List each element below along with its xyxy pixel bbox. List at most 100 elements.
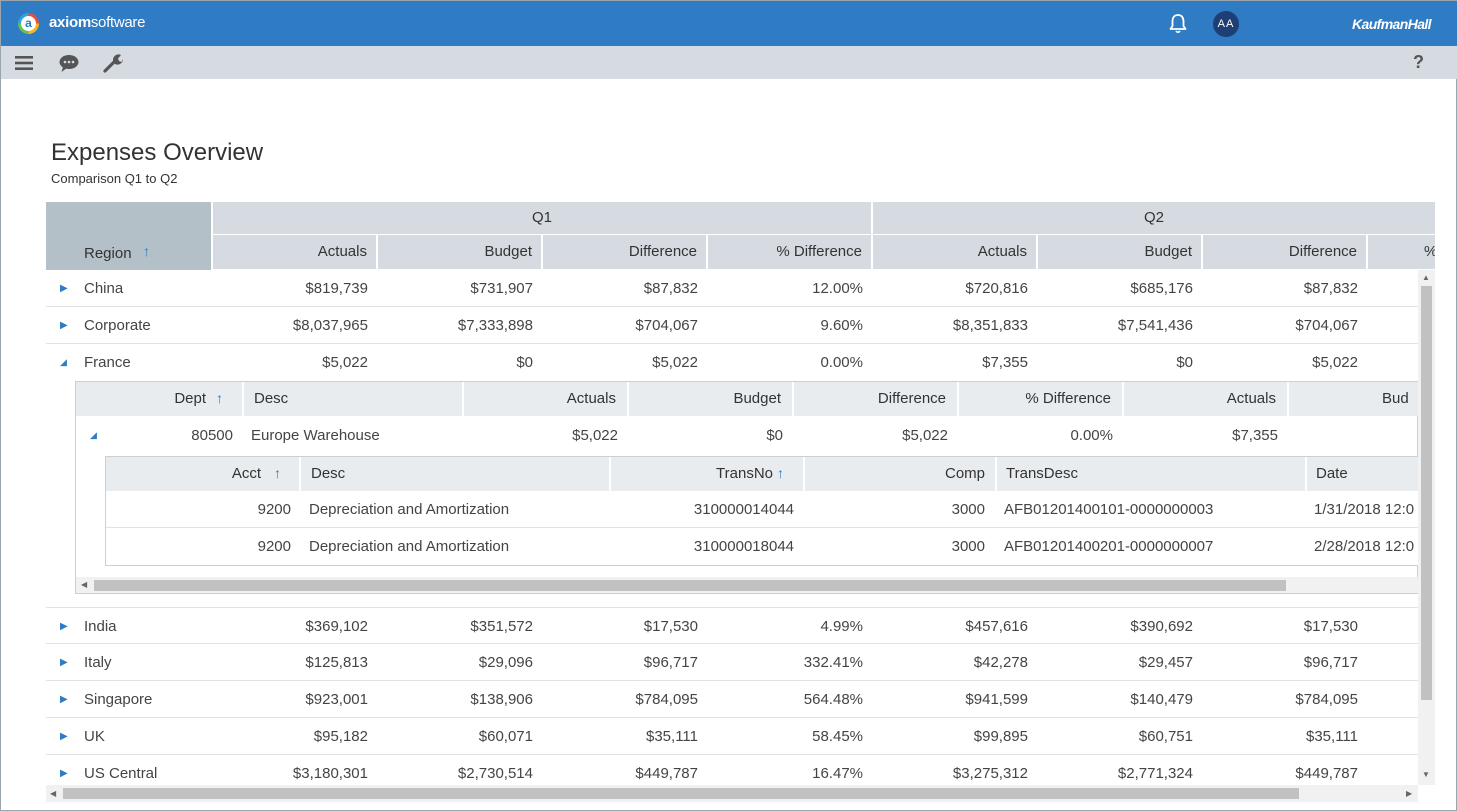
table-row[interactable]: ▶ UK $95,182 $60,071 $35,111 58.45% $99,… — [46, 718, 1418, 755]
sort-ascending-icon: ↑ — [216, 390, 223, 406]
col-header-q2-actuals[interactable]: Actuals — [871, 235, 1036, 269]
acct-desc: Depreciation and Amortization — [309, 501, 510, 518]
col-header-q1-budget[interactable]: Budget — [376, 235, 541, 269]
region-name: UK — [84, 728, 105, 745]
col-header-q1-difference[interactable]: Difference — [541, 235, 706, 269]
actuals-col-header[interactable]: Actuals — [462, 382, 625, 416]
scrollbar-thumb[interactable] — [1421, 286, 1432, 700]
budget-col-header[interactable]: Budget — [627, 382, 790, 416]
menu-icon[interactable] — [13, 52, 35, 74]
expand-icon[interactable]: ▶ — [60, 621, 68, 632]
scroll-up-icon[interactable]: ▲ — [1422, 273, 1430, 282]
expand-icon[interactable]: ▶ — [60, 657, 68, 668]
table-row-expanded[interactable]: ◢ France $5,022 $0 $5,022 0.00% $7,355 $… — [46, 344, 1418, 381]
horizontal-scrollbar[interactable]: ◀ ▶ — [46, 785, 1418, 802]
cell: $140,479 — [1130, 691, 1193, 708]
scroll-down-icon[interactable]: ▼ — [1422, 770, 1430, 779]
cell: $8,351,833 — [952, 317, 1028, 334]
scroll-left-icon[interactable]: ◀ — [81, 580, 88, 589]
cell: $784,095 — [1295, 691, 1358, 708]
expand-icon[interactable]: ▶ — [60, 731, 68, 742]
cell: $42,278 — [973, 654, 1028, 671]
cell: $87,832 — [1303, 280, 1358, 297]
cell: $449,787 — [1295, 765, 1358, 782]
chat-icon[interactable] — [58, 52, 80, 74]
budget-q2-col-header[interactable]: Bud — [1287, 382, 1419, 416]
col-header-q2-pct-difference[interactable]: % — [1366, 235, 1435, 269]
cell: $369,102 — [305, 618, 368, 635]
cell: $17,530 — [643, 618, 698, 635]
dept-horizontal-scrollbar[interactable]: ◀ — [76, 577, 1419, 593]
cell: $390,692 — [1130, 618, 1193, 635]
collapse-icon[interactable]: ◢ — [60, 357, 67, 367]
app-logo-text: axiomsoftware — [49, 14, 146, 31]
region-header-label: Region — [84, 245, 132, 262]
scrollbar-thumb[interactable] — [94, 580, 1286, 591]
user-avatar[interactable]: AA — [1213, 11, 1239, 37]
cell: $60,751 — [1138, 728, 1193, 745]
col-header-q2-difference[interactable]: Difference — [1201, 235, 1366, 269]
scrollbar-thumb[interactable] — [63, 788, 1299, 799]
cell: $96,717 — [643, 654, 698, 671]
difference-col-header[interactable]: Difference — [792, 382, 955, 416]
bell-icon[interactable] — [1166, 12, 1190, 36]
expand-icon[interactable]: ▶ — [60, 320, 68, 331]
actuals-q2-col-header[interactable]: Actuals — [1122, 382, 1285, 416]
page-title: Expenses Overview — [51, 139, 264, 166]
table-row[interactable]: ▶ Italy $125,813 $29,096 $96,717 332.41%… — [46, 644, 1418, 681]
expand-icon[interactable]: ▶ — [60, 694, 68, 705]
cell: $3,180,301 — [292, 765, 368, 782]
cell: $29,457 — [1138, 654, 1193, 671]
cell: $87,832 — [643, 280, 698, 297]
sort-ascending-icon: ↑ — [143, 243, 150, 259]
cell: $704,067 — [635, 317, 698, 334]
col-header-q2-budget[interactable]: Budget — [1036, 235, 1201, 269]
pct-difference-col-header[interactable]: % Difference — [957, 382, 1120, 416]
cell: $7,355 — [982, 354, 1028, 371]
acct-row[interactable] — [106, 491, 1420, 528]
collapse-icon[interactable]: ◢ — [90, 430, 97, 440]
cell: 0.00% — [1070, 427, 1113, 444]
cell: $2,730,514 — [457, 765, 533, 782]
comp-col-header[interactable]: Comp — [803, 457, 993, 491]
table-row[interactable]: ▶ China $819,739 $731,907 $87,832 12.00%… — [46, 270, 1418, 307]
wrench-icon[interactable] — [102, 52, 124, 74]
region-header[interactable]: Region ↑ — [46, 202, 211, 270]
help-button[interactable]: ? — [1413, 52, 1424, 72]
acct-col-header[interactable]: Acct — [106, 457, 297, 491]
dept-col-header[interactable]: Dept — [76, 382, 236, 416]
cell: $7,355 — [1232, 427, 1278, 444]
table-row[interactable]: ▶ Corporate $8,037,965 $7,333,898 $704,0… — [46, 307, 1418, 344]
transdesc-col-header[interactable]: TransDesc — [995, 457, 1303, 491]
scroll-left-icon[interactable]: ◀ — [50, 789, 57, 798]
expand-icon[interactable]: ▶ — [60, 768, 68, 779]
group-header-q1: Q1 — [213, 202, 871, 234]
cell: $125,813 — [305, 654, 368, 671]
cell: 9.60% — [820, 317, 863, 334]
transdesc: AFB01201400201-0000000007 — [1004, 538, 1214, 555]
col-header-q1-actuals[interactable]: Actuals — [211, 235, 376, 269]
transno-col-header[interactable]: TransNo — [609, 457, 801, 491]
desc-col-header[interactable]: Desc — [299, 457, 607, 491]
table-row[interactable]: ▶ Singapore $923,001 $138,906 $784,095 5… — [46, 681, 1418, 718]
cell: $3,275,312 — [952, 765, 1028, 782]
region-name: India — [84, 618, 117, 635]
date: 2/28/2018 12:0 — [1314, 538, 1415, 555]
col-header-q1-pct-difference[interactable]: % Difference — [706, 235, 871, 269]
table-row[interactable]: ▶ India $369,102 $351,572 $17,530 4.99% … — [46, 607, 1418, 644]
cell: $2,771,324 — [1117, 765, 1193, 782]
cell: $7,333,898 — [457, 317, 533, 334]
vertical-scrollbar[interactable]: ▲ ▼ — [1418, 270, 1435, 785]
cell: $351,572 — [470, 618, 533, 635]
header-divider — [871, 202, 873, 234]
scroll-right-icon[interactable]: ▶ — [1406, 789, 1413, 798]
expand-icon[interactable]: ▶ — [60, 283, 68, 294]
region-name: France — [84, 354, 131, 371]
dept-desc: Europe Warehouse — [251, 427, 380, 444]
cell: $819,739 — [305, 280, 368, 297]
date-col-header[interactable]: Date — [1305, 457, 1420, 491]
date: 1/31/2018 12:0 — [1314, 501, 1415, 518]
cell: $5,022 — [1312, 354, 1358, 371]
desc-col-header[interactable]: Desc — [242, 382, 460, 416]
group-header-q2: Q2 — [873, 202, 1435, 234]
